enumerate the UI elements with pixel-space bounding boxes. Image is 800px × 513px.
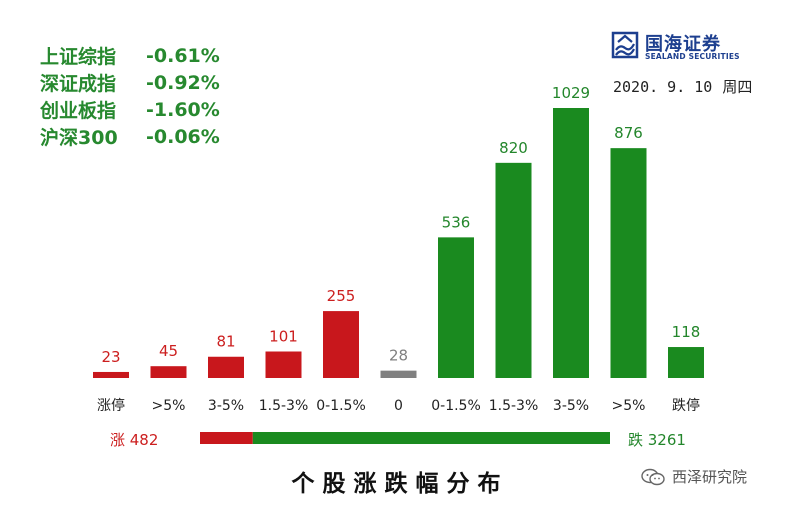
category-label: 3-5% (208, 398, 244, 414)
bar-up-2 (208, 356, 244, 378)
value-label: 81 (216, 333, 235, 351)
value-label: 101 (269, 327, 298, 345)
category-label: 0 (394, 398, 403, 414)
up-ratio-bar (200, 432, 253, 444)
index-row-szse: 深证成指 -0.92% (40, 69, 240, 96)
value-label: 1029 (552, 84, 590, 102)
index-row-csi300: 沪深300 -0.06% (40, 123, 240, 150)
category-label: 3-5% (553, 398, 589, 414)
value-label: 45 (159, 342, 178, 360)
category-label: 1.5-3% (489, 398, 539, 414)
down-ratio-bar (252, 432, 610, 444)
index-row-chinext: 创业板指 -1.60% (40, 96, 240, 123)
category-label: >5% (612, 398, 646, 414)
value-label: 536 (442, 213, 471, 231)
brand-name-en: SEALAND SECURITIES (645, 52, 740, 61)
value-label: 118 (672, 323, 701, 341)
index-name: 创业板指 (40, 100, 117, 122)
index-change: -0.06% (146, 125, 220, 148)
value-label: 820 (499, 139, 528, 157)
category-label: >5% (152, 398, 186, 414)
index-row-sse: 上证综指 -0.61% (40, 42, 240, 69)
value-label: 876 (614, 124, 643, 142)
sealand-logo-icon (611, 31, 639, 59)
bar-up-3 (265, 351, 302, 378)
category-label: 0-1.5% (316, 398, 366, 414)
bar-down-9 (610, 148, 647, 378)
bar-up-0 (93, 371, 129, 378)
category-label: 涨停 (97, 397, 125, 414)
date-label: 2020. 9. 10 周四 (613, 76, 752, 97)
category-label: 跌停 (672, 397, 700, 414)
down-count-label: 跌 3261 (628, 431, 686, 449)
bar-up-4 (323, 311, 359, 378)
bar-up-1 (150, 366, 187, 378)
category-label: 0-1.5% (431, 398, 481, 414)
weekday-text: 周四 (722, 78, 753, 96)
value-label: 23 (101, 348, 120, 366)
index-name: 沪深300 (40, 127, 118, 149)
bar-down-6 (438, 237, 474, 378)
date-text: 2020. 9. 10 (613, 78, 713, 96)
watermark: 西泽研究院 (640, 466, 747, 487)
index-panel: 上证综指 -0.61% 深证成指 -0.92% 创业板指 -1.60% 沪深30… (40, 42, 240, 150)
brand-name: 国海证券 (645, 34, 721, 55)
watermark-text: 西泽研究院 (672, 468, 748, 486)
index-change: -1.60% (146, 98, 220, 121)
wechat-icon (641, 468, 665, 485)
value-label: 28 (389, 347, 408, 365)
up-count-label: 涨 482 (110, 431, 159, 449)
bar-down-8 (553, 108, 589, 378)
index-change: -0.92% (146, 71, 220, 94)
index-name: 深证成指 (40, 73, 117, 95)
chart-caption: 个股涨跌幅分布 (291, 470, 509, 497)
category-label: 1.5-3% (259, 398, 309, 414)
bar-flat-5 (380, 370, 417, 378)
brand-block: 国海证券 SEALAND SECURITIES (610, 30, 770, 66)
bar-down-7 (495, 162, 532, 378)
index-name: 上证综指 (40, 46, 117, 68)
index-change: -0.61% (146, 44, 220, 67)
bar-down-10 (668, 347, 704, 378)
value-label: 255 (327, 287, 356, 305)
